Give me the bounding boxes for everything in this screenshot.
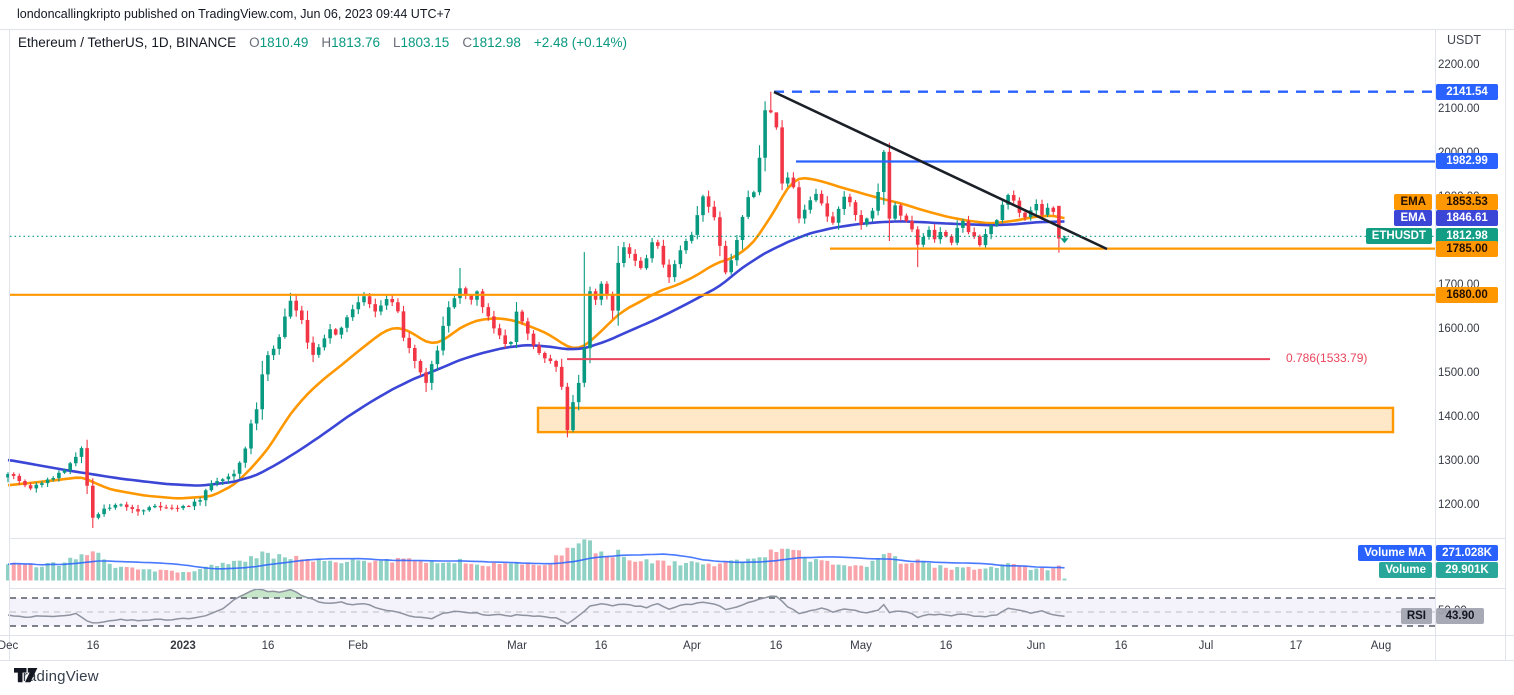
axis-chip-value: 1812.98 [1436,228,1498,244]
price-change: +2.48 (+0.14%) [533,35,627,50]
axis-chip-name: EMA [1394,194,1432,210]
time-label: 17 [1289,640,1303,652]
axis-chip-value: 29.901K [1436,562,1498,578]
axis-chip-name: Volume MA [1358,545,1432,561]
chart-legend: Ethereum / TetherUS, 1D, BINANCE O1810.4… [18,35,627,50]
candle-wicks-down [13,91,1060,528]
time-label: Apr [683,640,701,652]
axis-chip-value: 2141.54 [1436,84,1498,100]
tradingview-logo-icon [14,668,38,683]
price-tick: 1200.00 [1438,499,1480,511]
price-tick: 2100.00 [1438,103,1480,115]
price-tick: 1500.00 [1438,367,1480,379]
time-label: 16 [261,640,275,652]
published-by-text: londoncallingkripto published on Trading… [17,7,451,21]
candle-bodies-down [11,110,1061,518]
tradingview-attribution[interactable]: TradingView [14,668,99,685]
axis-chip-name: Volume [1379,562,1432,578]
ohlc-high: H1813.76 [321,35,380,50]
symbol-title: Ethereum / TetherUS, 1D, BINANCE [18,35,237,50]
axis-chip-value: 43.90 [1436,608,1484,624]
time-label: May [850,640,872,652]
price-tick: 1600.00 [1438,323,1480,335]
axis-chip-value: 1846.61 [1436,210,1498,226]
axis-chip-name: EMA [1394,210,1432,226]
time-label: 16 [769,640,783,652]
price-tick: 2200.00 [1438,59,1480,71]
time-label: Aug [1370,640,1392,652]
fib-level-label: 0.786(1533.79) [1286,351,1368,365]
time-label: 2023 [170,640,196,652]
last-price-marker [1060,238,1069,244]
volume-bars-down [11,547,1061,581]
descending-trendline [773,90,1108,251]
axis-chip-value: 1680.00 [1436,287,1498,303]
time-label: 16 [1114,640,1128,652]
time-label: 16 [594,640,608,652]
axis-chip-value: 1785.00 [1436,241,1498,257]
axis-chip-name: RSI [1400,608,1432,624]
ema-fast-line [7,176,1065,500]
price-tick: 1400.00 [1438,411,1480,423]
candle-bodies-up [6,110,1067,518]
ohlc-open: O1810.49 [249,35,309,50]
candle-wicks-up [7,101,1066,520]
time-label: 16 [86,640,100,652]
rsi-overbought-fill [239,589,777,598]
demand-zone-box [536,406,1395,434]
quote-currency-label: USDT [1447,33,1482,47]
time-label: Dec [0,640,19,652]
axis-chip-value: 1853.53 [1436,194,1498,210]
time-label: 16 [939,640,953,652]
ohlc-close: C1812.98 [462,35,521,50]
time-label: Jul [1198,640,1214,652]
time-label: Mar [507,640,527,652]
price-tick: 1300.00 [1438,455,1480,467]
rsi-line [7,588,1065,625]
axis-chip-name: ETHUSDT [1365,228,1432,244]
time-label: Jun [1026,640,1046,652]
volume-ma-line [7,553,1065,570]
time-label: Feb [348,640,368,652]
ema-slow-line [7,220,1065,487]
axis-chip-value: 271.028K [1436,545,1498,561]
axis-chip-value: 1982.99 [1436,153,1498,169]
ohlc-low: L1803.15 [392,35,450,50]
